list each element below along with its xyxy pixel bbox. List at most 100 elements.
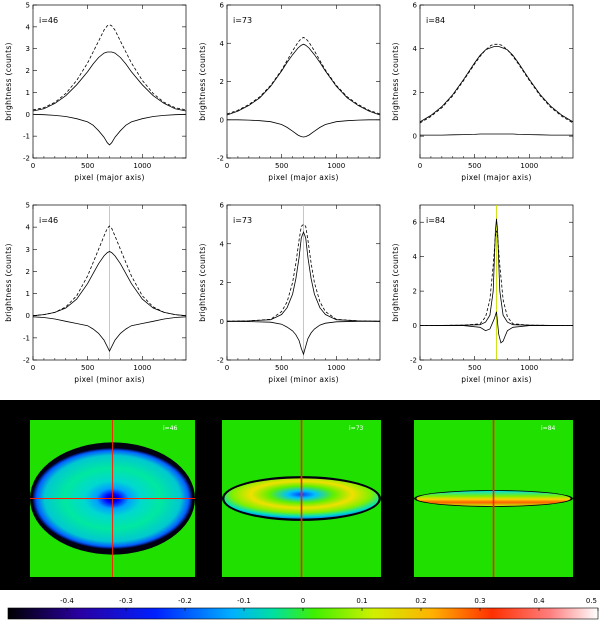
y-tick-label: 4: [220, 40, 225, 48]
x-tick-label: 0: [418, 364, 422, 372]
map-x-tick-label: 1000: [522, 579, 534, 585]
y-axis-label: brightness (counts): [391, 243, 400, 322]
map-x-tick-label: 1200: [544, 579, 556, 585]
x-axis-label: pixel (minor axis): [268, 375, 339, 384]
y-tick-label: 2: [26, 268, 30, 276]
x-tick-label: 0: [418, 162, 422, 170]
series-dashed: [32, 24, 187, 111]
x-tick-label: 0: [31, 364, 35, 372]
y-tick-label: -2: [23, 155, 30, 163]
map-x-tick-label: 1400: [189, 579, 201, 585]
map-x-axis-label: pixels (major axis): [91, 585, 133, 591]
plot-frame: [32, 4, 187, 159]
y-tick-label: -2: [23, 357, 30, 365]
map-x-tick-label: 800: [500, 579, 509, 585]
y-tick-label: 4: [413, 45, 418, 53]
map-y-axis-label: pixels (minor axis): [6, 477, 12, 520]
series-difference: [227, 119, 380, 138]
series-difference: [420, 133, 573, 136]
map-y-tick-label: 200: [19, 552, 28, 558]
map-x-tick-label: 400: [455, 579, 464, 585]
map-x-tick-label: 1400: [567, 579, 579, 585]
y-axis-label: brightness (counts): [198, 42, 207, 121]
series-solid: [226, 43, 381, 116]
x-tick-label: 0: [31, 162, 35, 170]
y-tick-label: 4: [220, 240, 225, 248]
x-axis-label: pixel (major axis): [461, 173, 531, 182]
map-x-tick-label: 1200: [352, 579, 364, 585]
map-y-tick-label: 800: [19, 485, 28, 491]
x-tick-label: 0: [225, 162, 229, 170]
y-tick-label: 0: [413, 322, 417, 330]
map-y-tick-label: 800: [403, 485, 412, 491]
y-tick-label: -2: [217, 155, 224, 163]
map-y-tick-label: 600: [19, 508, 28, 514]
y-tick-label: 0: [413, 133, 417, 141]
y-tick-label: 0: [26, 111, 30, 119]
y-tick-label: 6: [413, 2, 418, 10]
x-tick-label: 500: [275, 162, 288, 170]
y-tick-label: 4: [413, 253, 418, 261]
y-tick-label: 0: [220, 318, 224, 326]
map-inclination-label: i=73: [349, 425, 364, 432]
series-solid: [419, 218, 574, 326]
map-inclination-label: i=84: [541, 425, 556, 432]
map-y-tick-label: 1200: [400, 440, 412, 446]
map-y-tick-label: 200: [403, 552, 412, 558]
map-x-tick-label: 600: [96, 579, 105, 585]
colorbar-tick-label: -0.1: [237, 597, 251, 605]
series-solid: [226, 230, 381, 322]
map-x-tick-label: 200: [240, 579, 249, 585]
x-tick-label: 500: [468, 162, 481, 170]
map-inclination-label: i=46: [163, 425, 178, 432]
y-tick-label: -1: [23, 334, 30, 342]
map-y-tick-label: 1200: [208, 440, 220, 446]
colorbar-tick-label: 0.4: [533, 597, 545, 605]
y-tick-label: 4: [26, 23, 31, 31]
map-y-tick-label: 1400: [400, 418, 412, 424]
y-tick-label: 6: [413, 219, 418, 227]
map-x-tick-label: 800: [120, 579, 129, 585]
map-y-tick-label: 1000: [16, 463, 28, 469]
x-tick-label: 1000: [520, 162, 538, 170]
map-x-tick-label: 600: [286, 579, 295, 585]
colorbar-tick-label: -0.2: [178, 597, 192, 605]
y-tick-label: 1: [26, 290, 30, 298]
y-tick-label: 0: [220, 116, 224, 124]
inclination-label: i=84: [426, 216, 445, 225]
x-tick-label: 1000: [133, 162, 151, 170]
profile-panel-1: 0 500 1000 -2 -1 0 1 2 3 4 5 pixel (major axis) brig…: [4, 2, 187, 182]
series-difference: [32, 316, 187, 352]
x-tick-label: 500: [81, 364, 94, 372]
map-y-tick-label: 600: [211, 508, 220, 514]
colorbar-tick-label: 0: [301, 597, 305, 605]
y-tick-label: -1: [23, 133, 30, 141]
map-x-tick-label: 600: [478, 579, 487, 585]
y-axis-label: brightness (counts): [198, 243, 207, 322]
inclination-label: i=73: [233, 216, 252, 225]
map-x-axis-label: pixels (major axis): [280, 585, 322, 591]
y-tick-label: 5: [26, 202, 30, 210]
map-y-tick-label: 1400: [208, 418, 220, 424]
x-axis-label: pixel (minor axis): [74, 375, 145, 384]
brightness-map-2: 200 200 400 400 600 600 800 800 1000 1000 1200 1200…: [198, 418, 387, 591]
x-axis-label: pixel (minor axis): [461, 375, 532, 384]
y-tick-label: 4: [26, 224, 31, 232]
map-y-tick-label: 1200: [16, 440, 28, 446]
map-x-tick-label: 1000: [142, 579, 154, 585]
series-solid: [419, 46, 574, 123]
map-y-tick-label: 1000: [400, 463, 412, 469]
inclination-label: i=73: [233, 16, 252, 25]
map-x-axis-label: pixels (major axis): [472, 585, 514, 591]
map-x-tick-label: 1000: [330, 579, 342, 585]
colorbar-tick-label: 0.3: [474, 597, 485, 605]
map-y-tick-label: 1000: [208, 463, 220, 469]
inclination-label: i=46: [39, 216, 58, 225]
colorbar-tick-label: 0.2: [415, 597, 426, 605]
x-tick-label: 1000: [520, 364, 538, 372]
map-y-tick-label: 200: [211, 552, 220, 558]
x-tick-label: 500: [275, 364, 288, 372]
x-tick-label: 1000: [133, 364, 151, 372]
